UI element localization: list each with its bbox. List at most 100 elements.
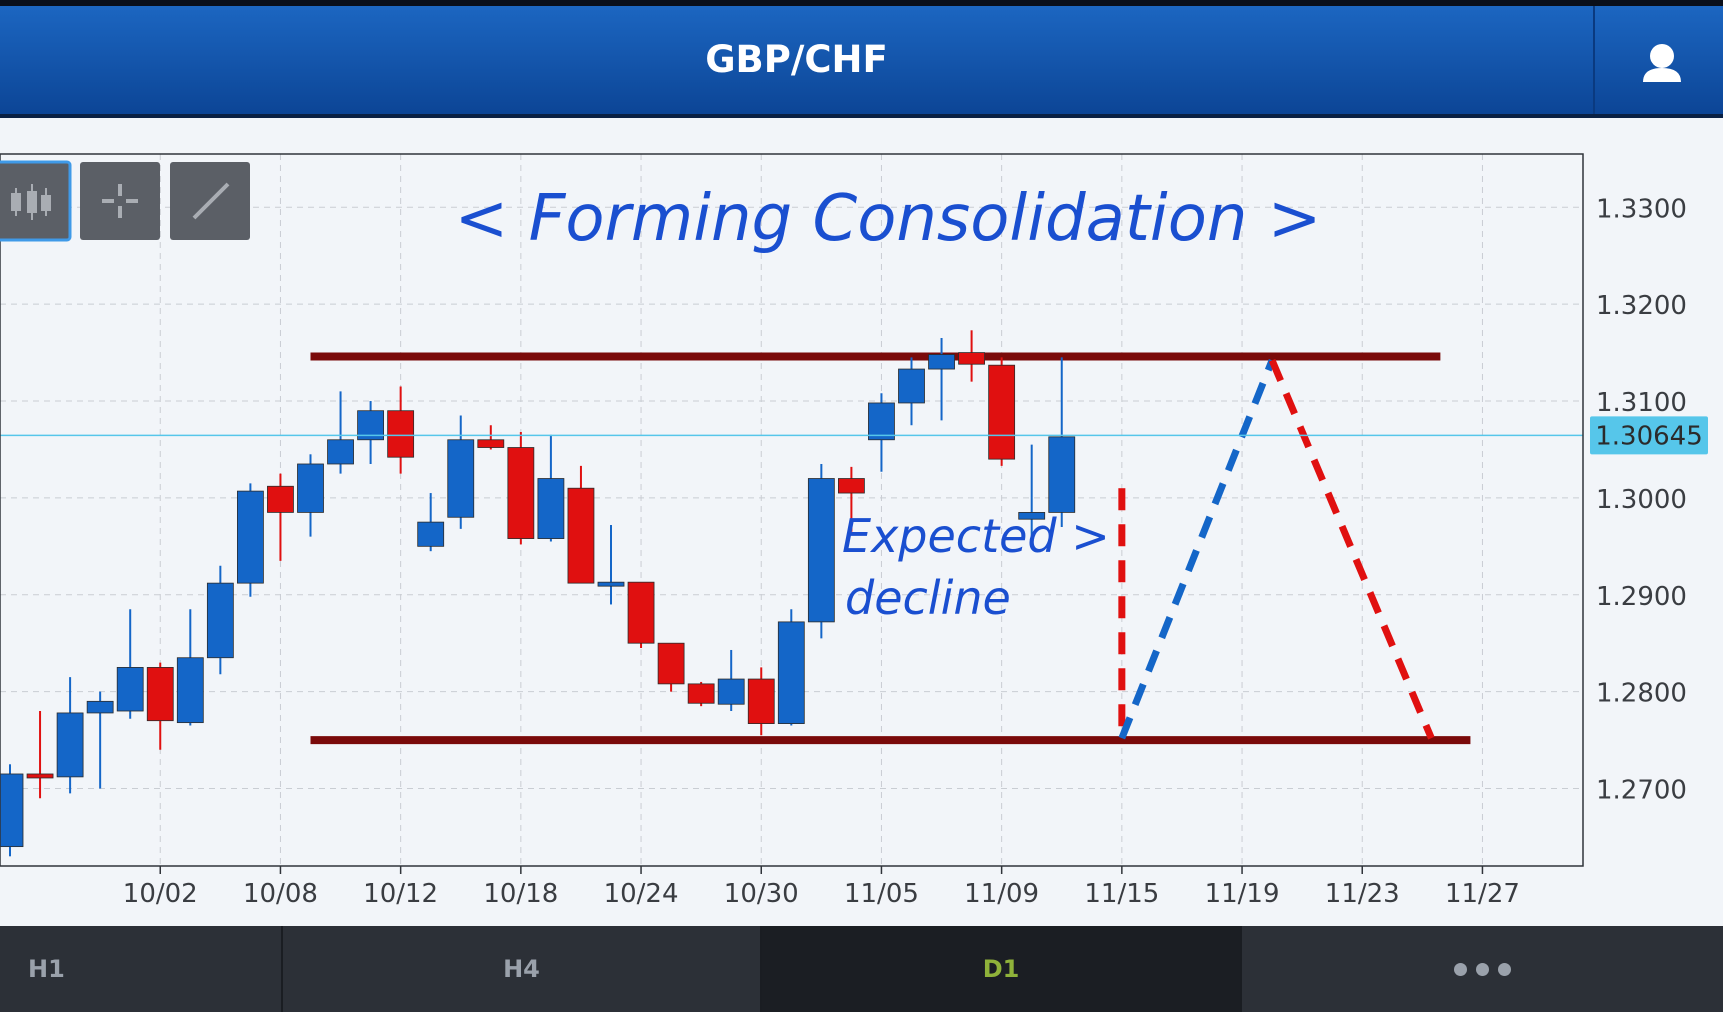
candle — [327, 391, 354, 474]
annotation-line-2: decline — [845, 571, 1011, 625]
candle-body — [928, 354, 955, 370]
plot-border — [0, 153, 1584, 867]
candle-body — [0, 773, 24, 848]
timeframe-tabbar: H1 H4 D1 — [0, 926, 1723, 1012]
candle — [567, 465, 595, 584]
x-tick-label: 10/02 — [123, 879, 198, 909]
candle — [447, 415, 475, 529]
candle-body — [627, 581, 655, 644]
candle — [0, 764, 24, 857]
candle — [868, 393, 895, 472]
candle-body — [56, 712, 84, 778]
candle — [1018, 444, 1046, 547]
y-tick-label: 1.3100 — [1596, 388, 1687, 418]
y-tick-label: 1.3300 — [1596, 194, 1687, 224]
candle-body — [747, 678, 775, 724]
candle-body — [86, 700, 114, 714]
x-tick-label: 11/19 — [1205, 879, 1280, 909]
x-tick-label: 11/23 — [1325, 879, 1400, 909]
candle — [86, 691, 114, 789]
candle — [417, 493, 445, 552]
draw-line-tool-button[interactable] — [170, 162, 250, 240]
candle-body — [176, 657, 204, 724]
x-tick-label: 10/08 — [243, 879, 318, 909]
user-button[interactable] — [1593, 6, 1723, 114]
candle — [387, 386, 415, 474]
projection-segment — [1268, 358, 1435, 740]
more-dot-icon — [1454, 962, 1467, 976]
candle — [597, 525, 625, 605]
projection-segment — [1118, 359, 1276, 740]
candle — [777, 609, 805, 726]
candle — [297, 454, 324, 537]
candle-body — [717, 678, 745, 705]
candle-body — [777, 621, 805, 724]
candle-body — [597, 581, 625, 587]
price-tag-label: 1.30645 — [1595, 421, 1703, 451]
candle — [116, 609, 144, 719]
candle-body — [507, 447, 535, 539]
candle — [477, 425, 505, 450]
plot-area — [0, 154, 1583, 866]
candle — [717, 649, 745, 712]
candle — [56, 677, 84, 794]
candle — [176, 609, 204, 726]
candle-body — [267, 485, 294, 513]
chart-title: < Forming Consolidation > — [455, 182, 1322, 256]
candle — [958, 330, 985, 382]
tab-h1[interactable]: H1 — [0, 926, 283, 1012]
tab-d1[interactable]: D1 — [762, 926, 1242, 1012]
candle-body — [417, 521, 445, 547]
candle-body — [537, 478, 565, 539]
x-tick-label: 11/15 — [1084, 879, 1159, 909]
draw-line-icon — [192, 182, 230, 220]
x-tick-label: 11/27 — [1445, 879, 1520, 909]
chart-area[interactable]: 1.3300 1.3200 1.3100 1.3000 1.2900 1.2800 1.27… — [0, 112, 1723, 926]
top-bar: GBP/CHF — [0, 0, 1723, 118]
candle-body — [1048, 436, 1076, 513]
chart-toolbar — [0, 160, 250, 242]
candle — [507, 432, 535, 545]
candle-body — [1018, 512, 1046, 520]
candle — [627, 581, 655, 649]
candle-body — [297, 463, 324, 513]
candle-body — [26, 773, 54, 779]
crosshair-tool-button[interactable] — [80, 162, 160, 240]
candle-body — [567, 487, 595, 584]
candle-body — [236, 490, 264, 584]
y-tick-label: 1.3200 — [1596, 291, 1687, 321]
candles — [0, 330, 1076, 857]
candlestick-tool-button[interactable] — [0, 160, 72, 242]
candle — [687, 681, 715, 707]
candle — [267, 473, 294, 561]
candlestick-icon — [11, 184, 51, 220]
candle-body — [838, 478, 865, 494]
candle — [146, 662, 174, 750]
candle — [928, 338, 955, 421]
projection-lines — [1118, 358, 1435, 741]
candle-body — [687, 683, 715, 704]
candle — [206, 565, 234, 675]
candle-body — [898, 368, 925, 404]
candle — [236, 483, 264, 597]
more-dot-icon — [1498, 962, 1511, 976]
annotation-line-1: Expected > — [842, 509, 1110, 563]
candlestick-chart[interactable]: 1.3300 1.3200 1.3100 1.3000 1.2900 1.2800 1.27… — [0, 112, 1723, 926]
crosshair-icon — [102, 184, 138, 218]
x-axis: 10/02 10/08 10/12 10/18 10/24 10/30 11/05 11/09… — [123, 866, 1520, 909]
candle-body — [387, 410, 415, 458]
candle — [838, 466, 865, 532]
more-menu-button[interactable] — [1242, 926, 1723, 1012]
price-tag: 1.30645 — [1590, 416, 1708, 455]
more-dot-icon — [1476, 962, 1489, 976]
candle-body — [116, 667, 144, 712]
candle-body — [657, 642, 685, 685]
candle-body — [958, 352, 985, 365]
candle-body — [146, 667, 174, 722]
candle — [988, 357, 1016, 466]
tab-h4[interactable]: H4 — [283, 926, 762, 1012]
y-tick-label: 1.2900 — [1596, 582, 1687, 612]
x-tick-label: 10/12 — [363, 879, 438, 909]
candle — [1048, 357, 1076, 527]
candle — [747, 667, 775, 736]
